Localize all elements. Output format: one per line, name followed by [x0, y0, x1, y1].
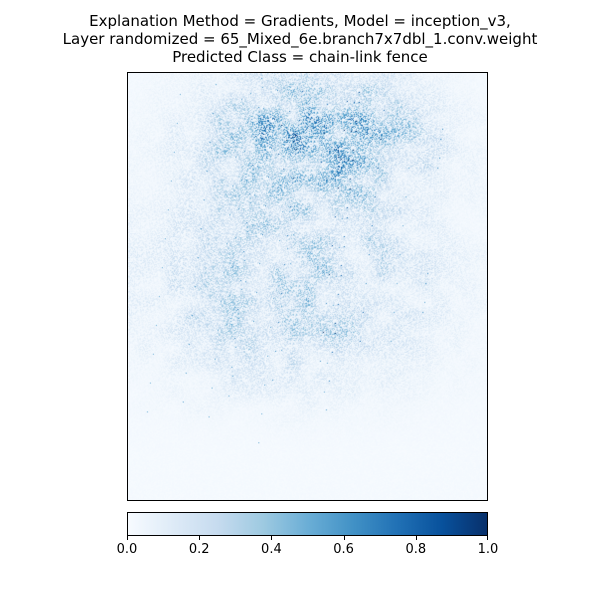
- colorbar-ticks: 0.0 0.2 0.4 0.6 0.8 1.0: [117, 536, 498, 566]
- colorbar-tick-mark: [487, 536, 488, 540]
- colorbar-tick-mark: [127, 536, 128, 540]
- colorbar-tick-mark: [199, 536, 201, 540]
- colorbar-tick-mark: [415, 536, 417, 540]
- colorbar-tick-label: 0.0: [116, 542, 138, 557]
- heatmap-plot-area: [127, 72, 488, 501]
- colorbar-tick-mark: [343, 536, 345, 540]
- colorbar: [127, 512, 488, 536]
- title-line-2: Layer randomized = 65_Mixed_6e.branch7x7…: [62, 30, 538, 48]
- heatmap-image: [128, 73, 487, 500]
- colorbar-tick-label: 0.6: [333, 542, 354, 557]
- colorbar-tick-label: 1.0: [477, 542, 499, 557]
- colorbar-tick-label: 0.4: [261, 542, 282, 557]
- chart-title: Explanation Method = Gradients, Model = …: [0, 12, 600, 66]
- colorbar-tick-label: 0.8: [405, 542, 427, 557]
- colorbar-tick-mark: [271, 536, 273, 540]
- title-line-3: Predicted Class = chain-link fence: [172, 48, 428, 66]
- colorbar-tick-label: 0.2: [188, 542, 210, 557]
- title-line-1: Explanation Method = Gradients, Model = …: [89, 12, 511, 30]
